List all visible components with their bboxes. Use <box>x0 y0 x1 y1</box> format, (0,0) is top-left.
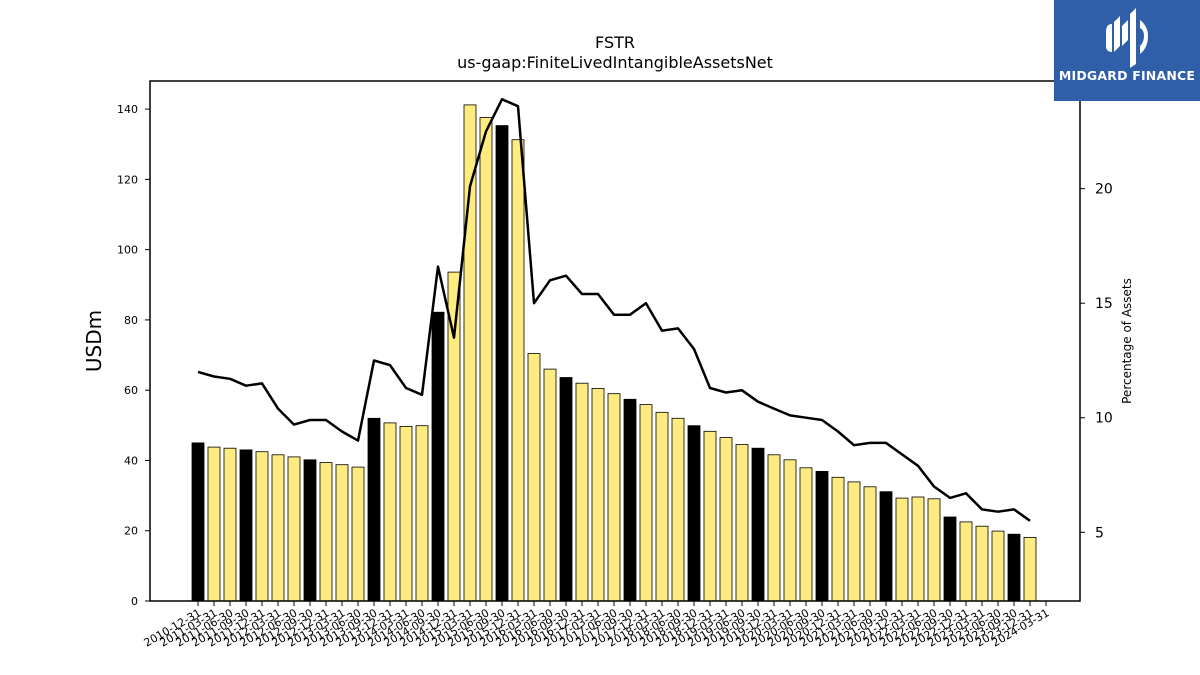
logo-mark-icon <box>1106 8 1148 68</box>
bar-2019-03-31 <box>719 437 733 602</box>
y-tick-label: 140 <box>117 103 138 116</box>
y2-tick-label: 5 <box>1095 525 1104 541</box>
bar-2011-06-30 <box>223 447 237 602</box>
bar-2017-09-30 <box>623 398 637 602</box>
bar-2021-03-31 <box>847 481 861 602</box>
bar-2018-12-31 <box>703 430 717 602</box>
bar-2016-12-31 <box>575 382 589 602</box>
bar-2014-03-31 <box>399 425 413 602</box>
y-tick-label: 40 <box>124 454 138 467</box>
bar-2023-03-31 <box>975 525 989 602</box>
bar-2019-06-30 <box>735 444 749 602</box>
bar-2023-12-31 <box>1023 537 1037 602</box>
bar-2012-09-30 <box>303 459 317 602</box>
bar-2018-06-30 <box>671 417 685 602</box>
bar-2012-12-31 <box>319 462 333 602</box>
plot-frame <box>149 80 1081 602</box>
bar-2022-06-30 <box>927 498 941 602</box>
bar-2021-12-31 <box>895 497 909 602</box>
brand-logo: MIDGARD FINANCE <box>1054 0 1200 101</box>
y2-axis-label: Percentage of Assets <box>1120 278 1134 404</box>
bar-2013-06-30 <box>351 466 365 602</box>
bar-2014-09-30 <box>431 311 445 602</box>
left-axis: 0 20 40 60 80 100 120 140 <box>117 103 150 608</box>
bar-2015-06-30 <box>479 117 493 602</box>
bar-2016-09-30 <box>559 377 573 602</box>
bar-2015-03-31 <box>463 104 477 602</box>
bar-2021-06-30 <box>863 486 877 602</box>
bar-2017-06-30 <box>607 393 621 602</box>
x-axis: 2010-12-312011-03-312011-06-302011-09-30… <box>142 601 1052 650</box>
bar-2020-12-31 <box>831 476 845 602</box>
y-tick-label: 0 <box>131 595 138 608</box>
bar-2016-03-31 <box>527 353 541 602</box>
bar-2023-06-30 <box>991 530 1005 602</box>
logo-text: MIDGARD FINANCE <box>1058 68 1196 83</box>
chart-title: FSTR <box>595 33 635 52</box>
bar-2011-03-31 <box>207 446 221 602</box>
y2-tick-label: 15 <box>1095 296 1113 312</box>
bar-2010-12-31 <box>191 442 205 602</box>
y-tick-label: 20 <box>124 525 138 538</box>
bar-2022-12-31 <box>959 521 973 602</box>
y-axis-label: USDm <box>82 310 106 372</box>
bar-2017-12-31 <box>639 404 653 602</box>
bar-2012-06-30 <box>287 456 301 602</box>
bar-2016-06-30 <box>543 368 557 602</box>
bar-2019-09-30 <box>751 447 765 602</box>
bar-2019-12-31 <box>767 454 781 602</box>
chart-subtitle: us-gaap:FiniteLivedIntangibleAssetsNet <box>457 53 773 72</box>
bar-2021-09-30 <box>879 491 893 602</box>
y-tick-label: 120 <box>117 173 138 186</box>
percentage-line <box>197 98 1031 522</box>
y2-tick-label: 10 <box>1095 411 1113 427</box>
bar-2020-09-30 <box>815 470 829 602</box>
bar-2020-03-31 <box>783 459 797 602</box>
line-series <box>197 98 1031 522</box>
bar-2018-03-31 <box>655 411 669 602</box>
bar-2012-03-31 <box>271 454 285 602</box>
y2-tick-label: 20 <box>1095 182 1113 198</box>
bar-2013-09-30 <box>367 417 381 602</box>
bar-series <box>191 104 1037 602</box>
y-tick-label: 80 <box>124 314 138 327</box>
bar-2017-03-31 <box>591 387 605 602</box>
bar-2022-09-30 <box>943 516 957 602</box>
y-tick-label: 60 <box>124 384 138 397</box>
right-axis: 5 10 15 20 <box>1080 182 1113 541</box>
bar-2020-06-30 <box>799 467 813 602</box>
bar-2011-09-30 <box>239 449 253 602</box>
bar-2014-06-30 <box>415 425 429 602</box>
bar-2013-12-31 <box>383 422 397 602</box>
bar-2011-12-31 <box>255 451 269 602</box>
bar-2022-03-31 <box>911 496 925 602</box>
bar-2015-09-30 <box>495 125 509 602</box>
bar-2023-09-30 <box>1007 533 1021 602</box>
bar-2013-03-31 <box>335 464 349 602</box>
bar-2018-09-30 <box>687 425 701 602</box>
bar-2015-12-31 <box>511 139 525 602</box>
y-tick-label: 100 <box>117 244 138 257</box>
